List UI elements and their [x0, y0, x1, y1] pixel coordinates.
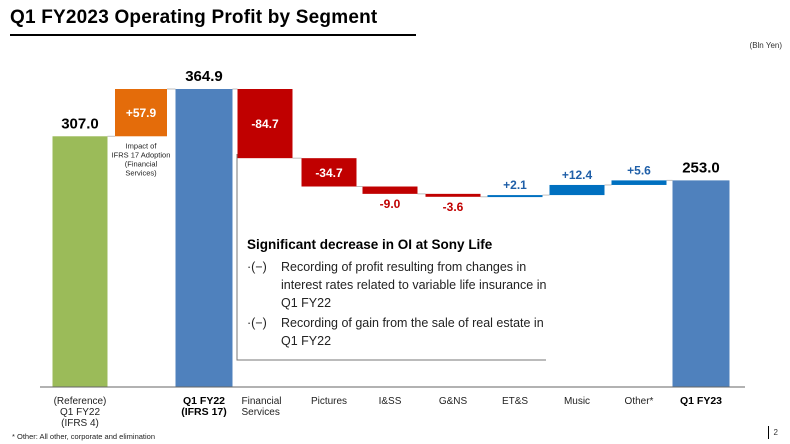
- category-label-financial: Services: [242, 407, 280, 418]
- footnote: * Other: All other, corporate and elimin…: [12, 432, 155, 441]
- value-label-q1fy23: 253.0: [682, 159, 720, 176]
- bar-q1fy22: [175, 89, 233, 387]
- value-label-reference: 307.0: [61, 115, 99, 132]
- bar-gns: [425, 193, 481, 197]
- category-label-reference: Q1 FY22: [60, 407, 100, 418]
- bar-ets: [487, 195, 543, 198]
- annotation-bullet: ·(−) Recording of gain from the sale of …: [247, 314, 547, 350]
- bar-financial: [237, 89, 293, 159]
- bullet-text: Recording of profit resulting from chang…: [281, 260, 547, 310]
- category-label-iss: I&SS: [379, 396, 402, 407]
- value-label-ets: +2.1: [503, 178, 527, 192]
- value-label-music: +12.4: [562, 168, 593, 182]
- category-label-q1fy22: Q1 FY22: [183, 395, 225, 407]
- category-label-q1fy22: (IFRS 17): [181, 406, 227, 418]
- page-number-divider: [768, 426, 769, 439]
- bullet-mark: ·(−): [247, 260, 267, 274]
- bar-pictures: [301, 158, 357, 187]
- note-ifrs17: Impact of: [126, 141, 158, 150]
- page-number: 2: [773, 428, 778, 437]
- note-ifrs17: (Financial: [125, 159, 158, 168]
- value-label-gns: -3.6: [443, 200, 464, 214]
- title-underline: [10, 34, 416, 36]
- annotation-frame: [236, 154, 546, 361]
- bar-iss: [362, 186, 418, 194]
- value-labels-group: 307.0 +57.9 364.9 -84.7 -34.7 -9.0 -3.6 +2.1 +12…: [61, 68, 720, 214]
- category-label-reference: (IFRS 4): [61, 418, 99, 429]
- value-label-ifrs17: +57.9: [126, 106, 157, 120]
- unit-label: (Bln Yen): [749, 41, 782, 50]
- annotation-box: Significant decrease in OI at Sony Life …: [247, 236, 547, 350]
- bar-ifrs17: [115, 89, 167, 137]
- page-title: Q1 FY2023 Operating Profit by Segment: [10, 7, 378, 28]
- category-label-other: Other*: [625, 396, 654, 407]
- value-label-iss: -9.0: [380, 197, 401, 211]
- value-label-pictures: -34.7: [315, 166, 343, 180]
- category-label-financial: Financial: [242, 396, 282, 407]
- note-ifrs17: IFRS 17 Adoption: [112, 150, 171, 159]
- bar-reference: [52, 136, 108, 387]
- category-label-gns: G&NS: [439, 396, 468, 407]
- bullet-text: Recording of gain from the sale of real …: [281, 316, 544, 348]
- bar-other: [611, 180, 667, 185]
- category-label-pictures: Pictures: [311, 396, 347, 407]
- category-label-q1fy23: Q1 FY23: [680, 395, 722, 407]
- category-label-music: Music: [564, 396, 590, 407]
- note-ifrs17: Services): [125, 168, 157, 177]
- bar-q1fy23: [672, 180, 730, 387]
- category-label-ets: ET&S: [502, 396, 528, 407]
- category-labels-group: (Reference)Q1 FY22(IFRS 4)Q1 FY22(IFRS 1…: [54, 395, 723, 429]
- value-label-q1fy22: 364.9: [185, 68, 223, 85]
- value-label-financial: -84.7: [251, 117, 279, 131]
- category-label-reference: (Reference): [54, 396, 107, 407]
- annotation-bullet: ·(−) Recording of profit resulting from …: [247, 258, 547, 312]
- annotation-heading: Significant decrease in OI at Sony Life: [247, 237, 493, 252]
- bar-music: [549, 184, 605, 196]
- bars-group: [52, 89, 730, 387]
- connector-lines: [107, 88, 673, 198]
- value-label-other: +5.6: [627, 163, 651, 177]
- bullet-mark: ·(−): [247, 316, 267, 330]
